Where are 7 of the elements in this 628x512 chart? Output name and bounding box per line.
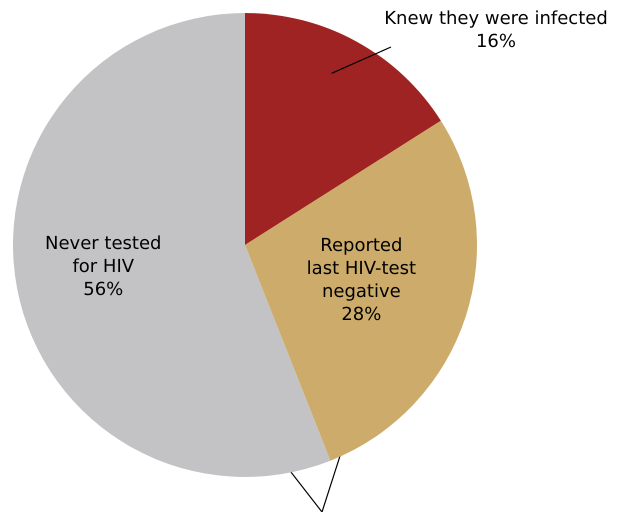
- data-label: 28%: [341, 304, 382, 325]
- data-label: 56%: [83, 279, 124, 300]
- slice-label: Never tested for HIV: [45, 233, 162, 278]
- slice-label: Knew they were infected: [384, 8, 608, 29]
- data-label: 16%: [476, 31, 516, 52]
- slice-label: Reported last HIV-test negative: [306, 234, 416, 302]
- pie-slice: [245, 120, 477, 461]
